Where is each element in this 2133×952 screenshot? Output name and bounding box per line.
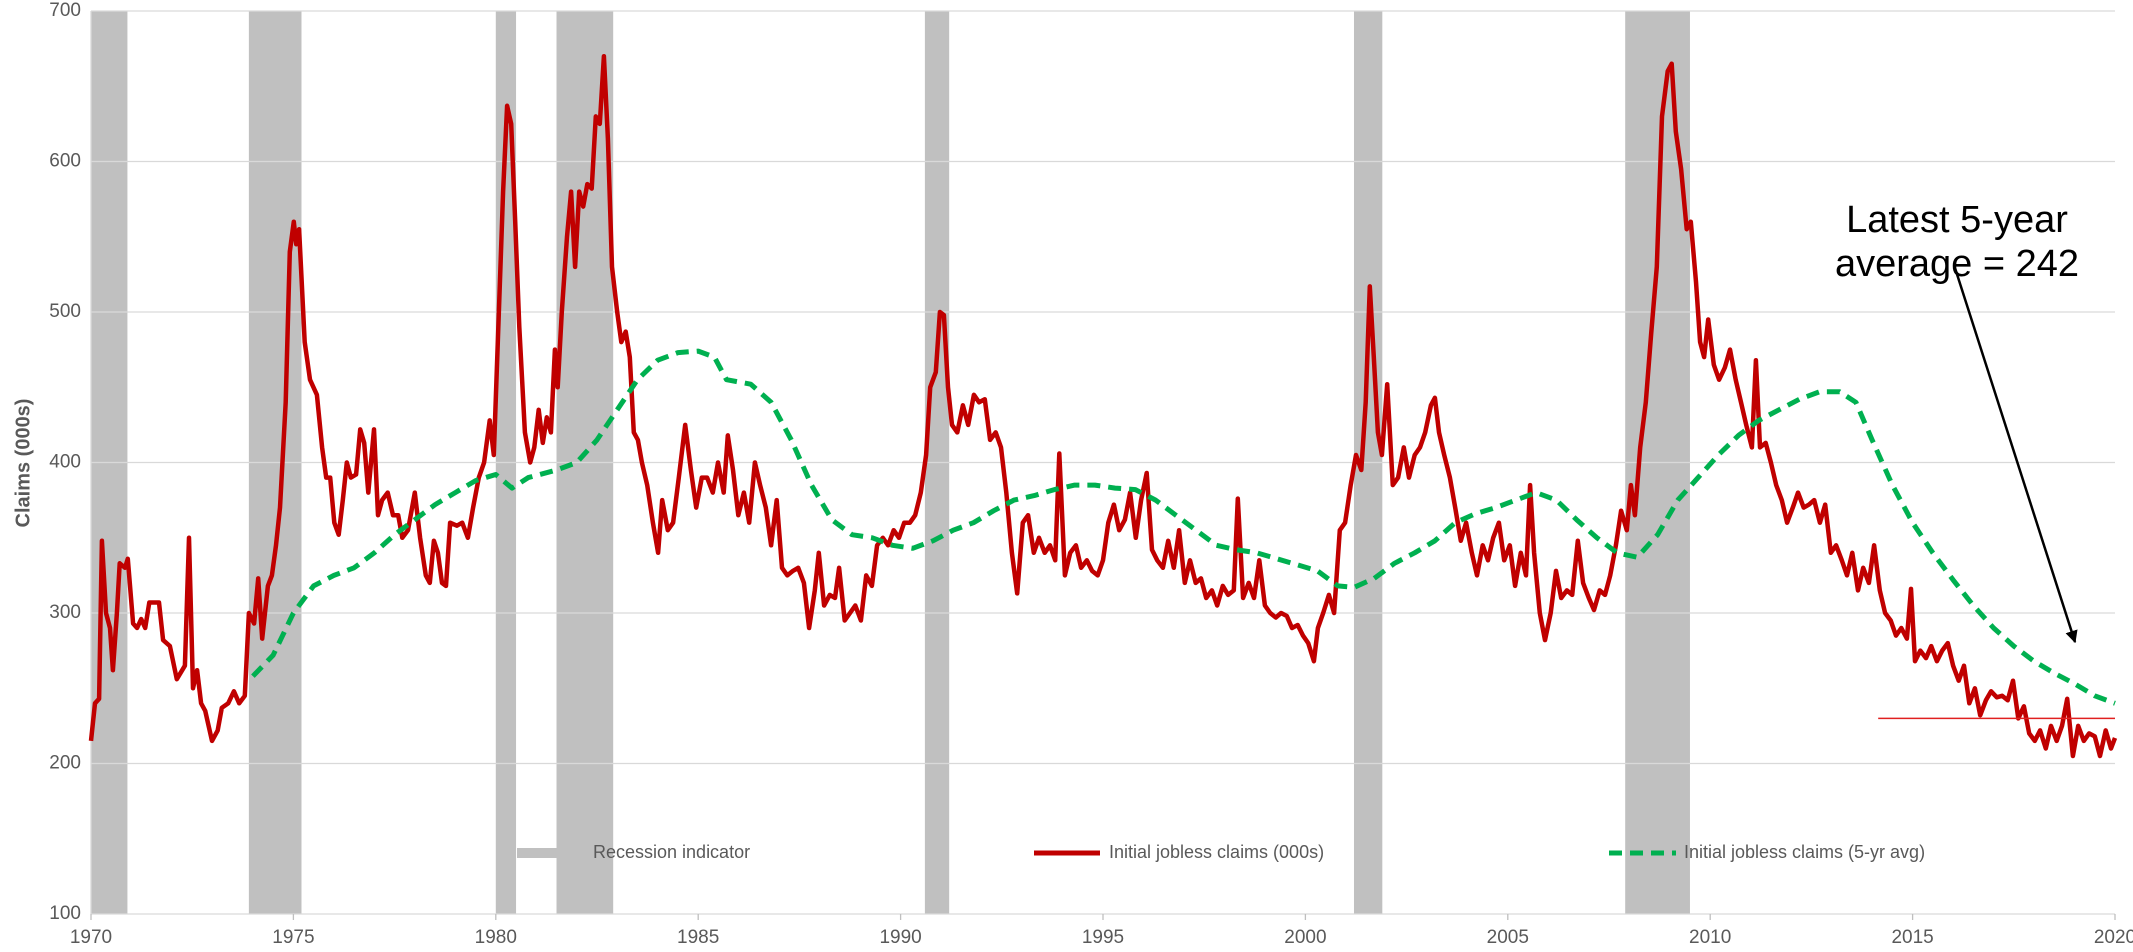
y-tick-label: 600 — [49, 151, 81, 172]
x-tick-label: 1980 — [475, 927, 517, 948]
y-tick-label: 100 — [49, 903, 81, 924]
y-tick-label: 700 — [49, 0, 81, 21]
x-tick-label: 1970 — [70, 927, 112, 948]
y-tick-label: 500 — [49, 301, 81, 322]
x-tick-label: 2010 — [1689, 927, 1731, 948]
y-tick-label: 200 — [49, 753, 81, 774]
series-line — [251, 348, 2116, 706]
x-tick-label: 2020 — [2094, 927, 2133, 948]
annotation-text: average = 242 — [1835, 243, 2079, 285]
legend-label: Initial jobless claims (5-yr avg) — [1684, 842, 1925, 862]
y-tick-label: 300 — [49, 602, 81, 623]
legend-label: Recession indicator — [593, 842, 750, 862]
x-tick-label: 1985 — [677, 927, 719, 948]
series-line — [88, 53, 2118, 759]
x-tick-label: 2005 — [1487, 927, 1529, 948]
x-tick-label: 1975 — [272, 927, 314, 948]
annotation-arrow — [1953, 267, 2078, 644]
x-tick-label: 2000 — [1284, 927, 1326, 948]
legend-swatch — [517, 848, 559, 858]
y-axis-label: Claims (000s) — [12, 399, 34, 528]
x-tick-label: 2015 — [1891, 927, 1933, 948]
x-tick-label: 1995 — [1082, 927, 1124, 948]
legend-label: Initial jobless claims (000s) — [1109, 842, 1324, 862]
lines — [88, 53, 2118, 759]
legend: Recession indicator Initial jobless claim… — [517, 842, 1925, 862]
x-tick-label: 1990 — [879, 927, 921, 948]
annotation-text: Latest 5-year — [1846, 199, 2068, 241]
grid: 100 200 300 400 500 600 700 1970 1975 1980 1985 199… — [49, 0, 2133, 948]
y-tick-label: 400 — [49, 452, 81, 473]
